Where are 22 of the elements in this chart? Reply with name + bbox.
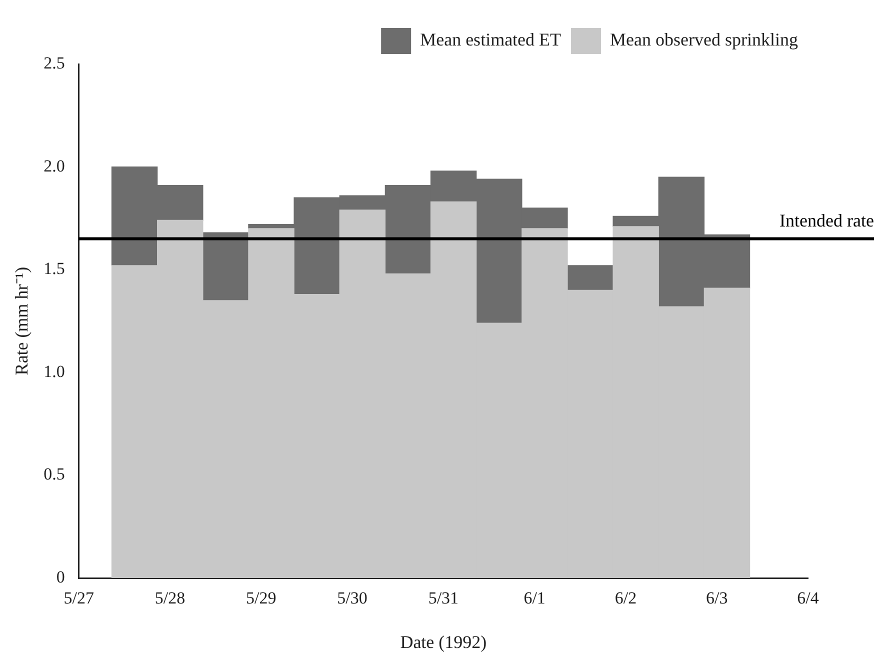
y-tick-label: 1.5 — [44, 259, 65, 278]
x-tick-label: 5/31 — [428, 588, 459, 608]
x-axis-title: Date (1992) — [400, 632, 487, 652]
x-tick-label: 6/1 — [524, 588, 546, 608]
bar — [567, 265, 614, 290]
x-tick-label: 5/28 — [154, 588, 186, 608]
x-tick-label: 5/27 — [64, 588, 94, 608]
y-tick-label: 2.0 — [44, 156, 65, 176]
x-tick-label: 6/3 — [706, 588, 728, 608]
y-tick-label: 0.5 — [44, 464, 65, 484]
x-tick-label: 5/30 — [337, 588, 368, 608]
bar — [202, 232, 249, 301]
x-tick-label: 5/29 — [246, 588, 276, 608]
ref-line-label: Intended rate — [780, 210, 874, 230]
y-tick-label: 1.0 — [44, 362, 65, 381]
legend-label: Mean estimated ET — [420, 30, 562, 50]
x-tick-label: 6/2 — [614, 588, 637, 608]
legend-label: Mean observed sprinkling — [610, 30, 798, 50]
x-tick-label: 6/4 — [797, 588, 820, 608]
y-axis-title: Rate (mm hr⁻¹) — [12, 266, 32, 376]
y-tick-label: 0 — [56, 567, 65, 586]
y-tick-label: 2.5 — [44, 53, 65, 72]
